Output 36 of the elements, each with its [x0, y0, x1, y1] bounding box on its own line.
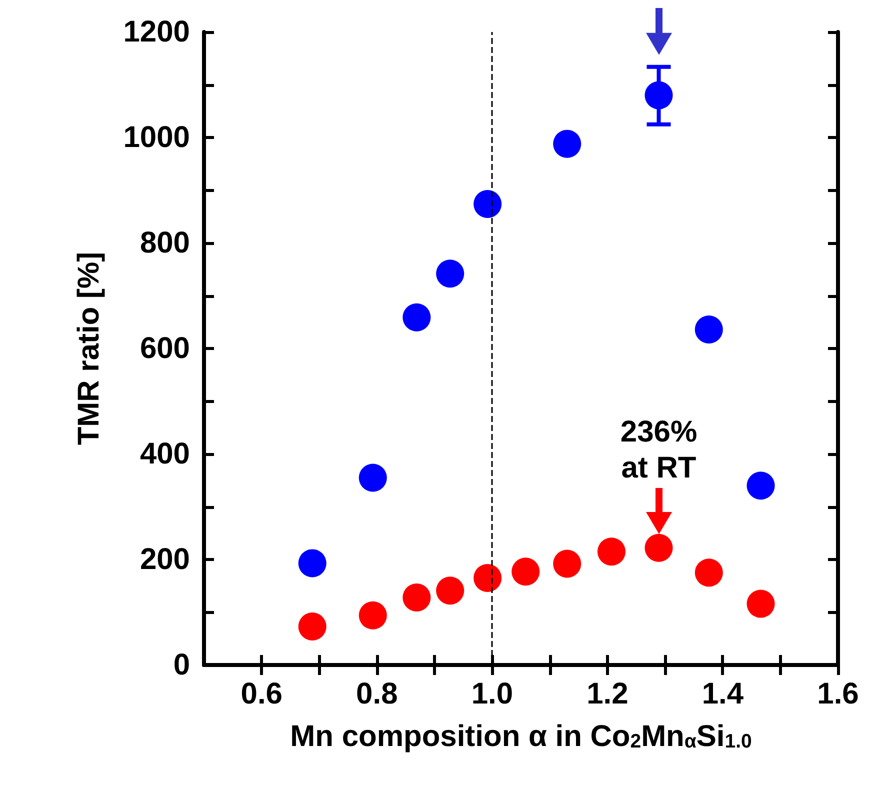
x-tick-label: 0.8 [356, 678, 398, 710]
point [436, 260, 464, 288]
point [474, 564, 502, 592]
point [598, 538, 626, 566]
point [644, 81, 673, 110]
point [553, 130, 582, 158]
x-tick-label: 1.2 [586, 678, 628, 710]
y-tick-label: 200 [140, 543, 190, 576]
point [746, 472, 775, 500]
point [694, 558, 723, 587]
y-tick-label: 600 [140, 332, 190, 365]
point [402, 583, 431, 612]
point [694, 316, 723, 344]
point [298, 612, 326, 640]
point [474, 190, 502, 218]
point [298, 549, 326, 578]
x-tick-label: 1.4 [702, 678, 744, 710]
x-tick-label: 1.6 [817, 678, 859, 710]
y-tick-label: 400 [140, 438, 190, 470]
y-axis-title: TMR ratio [%] [72, 252, 106, 446]
point [402, 303, 431, 332]
annotation: 236% at RT [620, 415, 698, 484]
y-tick-label: 800 [140, 226, 190, 260]
y-tick-label: 0 [173, 648, 190, 682]
x-tick-label: 1.0 [471, 678, 514, 710]
y-tick-label: 1200 [123, 16, 190, 48]
x-tick-label: 0.6 [240, 678, 282, 710]
y-tick-label: 1000 [123, 121, 190, 154]
point [436, 576, 464, 605]
point [358, 464, 387, 492]
point [553, 550, 582, 578]
point [644, 534, 673, 562]
point [358, 601, 387, 630]
point [512, 558, 540, 586]
point [746, 590, 775, 618]
x-axis-title: Mn composition α in Co2MnαSi1.0 [290, 720, 752, 753]
